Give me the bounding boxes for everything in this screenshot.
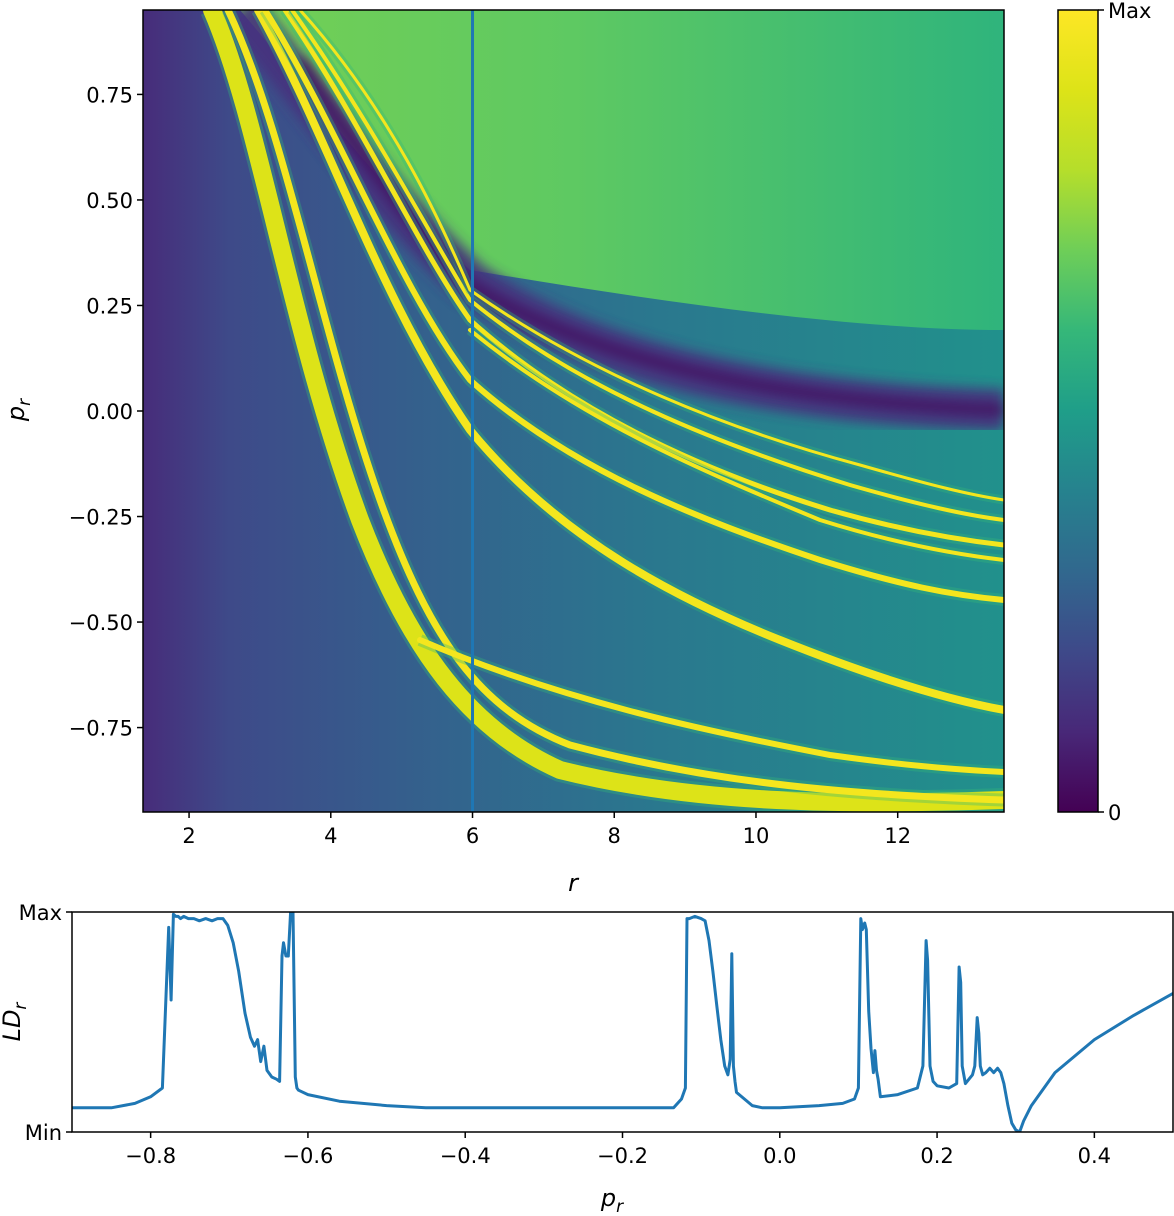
heatmap-x-tick-label: 8 — [608, 824, 621, 848]
heatmap-y-tick-label: 0.00 — [86, 400, 133, 424]
heatmap-upper-region — [143, 10, 1004, 330]
ld-x-tick-label: 0.4 — [1078, 1144, 1111, 1168]
heatmap-y-tick-label: −0.75 — [69, 717, 133, 741]
colorbar: Max 0 — [1057, 0, 1151, 825]
colorbar-gradient — [1057, 9, 1099, 813]
ld-x-tick-label: 0.0 — [763, 1144, 796, 1168]
heatmap-separatrix-core — [296, 57, 1004, 415]
heatmap-y-axis-label: pr — [2, 398, 35, 422]
ld-y-min-label: Min — [25, 1121, 62, 1145]
svg-text:pr: pr — [2, 398, 35, 422]
ld-series-line — [72, 912, 1173, 1132]
ridge-band — [224, 10, 1004, 804]
ld-x-tick-label: 0.2 — [920, 1144, 953, 1168]
ld-x-axis-label: pr — [600, 1184, 624, 1216]
heatmap-x-tick-label: 6 — [466, 824, 479, 848]
heatmap-x-axis-label: r — [568, 869, 580, 897]
colorbar-max-label: Max — [1108, 0, 1151, 23]
heatmap-y-tick-label: 0.25 — [86, 294, 133, 318]
heatmap-ridges — [200, 10, 1004, 812]
svg-text:pr: pr — [600, 1184, 624, 1216]
colorbar-min-label: 0 — [1108, 801, 1121, 825]
ld-x-ticks: −0.8 −0.6 −0.4 −0.2 0.0 0.2 0.4 — [125, 1132, 1111, 1168]
heatmap-y-tick-label: −0.50 — [69, 611, 133, 635]
ld-x-tick-label: −0.2 — [597, 1144, 648, 1168]
ld-x-tick-label: −0.6 — [282, 1144, 333, 1168]
svg-text:LDr: LDr — [0, 1002, 31, 1042]
ld-x-tick-label: −0.4 — [440, 1144, 491, 1168]
heatmap-x-tick-label: 12 — [884, 824, 911, 848]
heatmap-panel: 2 4 6 8 10 12 0.75 0.50 0.25 0.00 −0.25 −0.50 −0.75… — [2, 9, 1005, 897]
heatmap-y-tick-label: 0.75 — [86, 83, 133, 107]
ridge-band — [262, 10, 1004, 603]
ridge-band — [298, 10, 1004, 502]
ridge-band — [254, 10, 1004, 714]
ld-y-axis-label: LDr — [0, 1002, 31, 1042]
ridge-band — [203, 10, 1004, 812]
heatmap-x-ticks: 2 4 6 8 10 12 — [182, 812, 911, 848]
heatmap-y-tick-label: −0.25 — [69, 506, 133, 530]
heatmap-x-tick-label: 2 — [182, 824, 195, 848]
heatmap-x-tick-label: 10 — [743, 824, 770, 848]
heatmap-y-tick-label: 0.50 — [86, 189, 133, 213]
ld-line-panel: −0.8 −0.6 −0.4 −0.2 0.0 0.2 0.4 Max Min pr LDr — [0, 901, 1174, 1216]
ridge-band — [290, 10, 1004, 522]
ld-x-tick-label: −0.8 — [125, 1144, 176, 1168]
heatmap-y-ticks: 0.75 0.50 0.25 0.00 −0.25 −0.50 −0.75 — [69, 83, 143, 741]
ld-y-max-label: Max — [19, 901, 62, 925]
ridge-band — [468, 328, 1004, 562]
heatmap-x-tick-label: 4 — [324, 824, 337, 848]
ridge-band — [417, 637, 1004, 775]
ridge-band — [282, 10, 1004, 548]
